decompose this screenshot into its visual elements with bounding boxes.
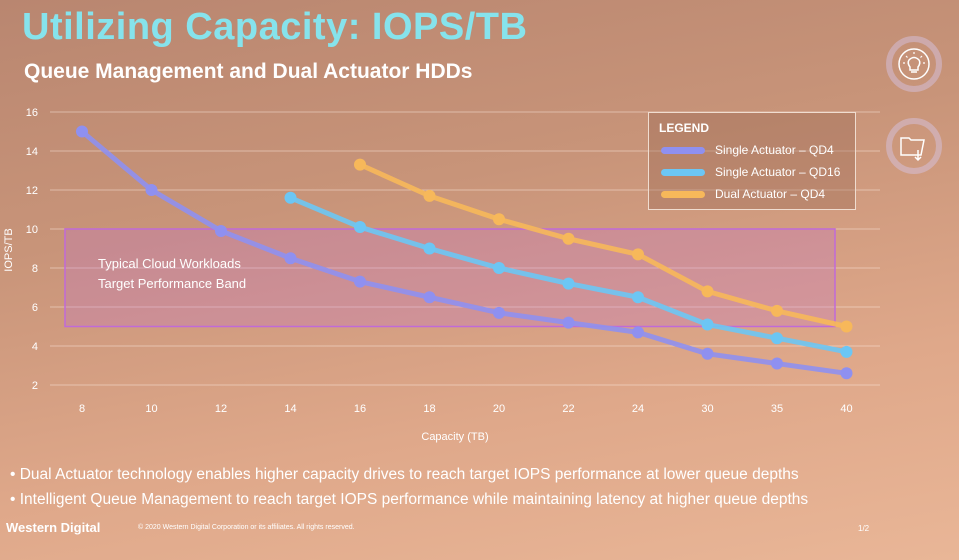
bullet-list: Dual Actuator technology enables higher …: [10, 462, 808, 512]
series-line-0: [79, 129, 849, 376]
band-label-line1: Typical Cloud Workloads: [98, 256, 241, 271]
target-performance-band: [64, 228, 836, 328]
folder-download-button[interactable]: [886, 118, 942, 174]
data-point: [771, 332, 783, 345]
x-tick-label: 40: [840, 403, 852, 415]
x-tick-label: 10: [145, 403, 157, 415]
x-tick-label: 24: [632, 403, 644, 415]
bullet-item: Intelligent Queue Management to reach ta…: [10, 487, 808, 512]
y-axis-label: IOPS/TB: [3, 228, 15, 271]
data-point: [423, 189, 436, 202]
data-point: [701, 347, 714, 360]
slide-subtitle: Queue Management and Dual Actuator HDDs: [24, 60, 473, 83]
legend-swatch: [661, 168, 705, 176]
x-tick-label: 22: [562, 403, 574, 415]
iops-chart: Typical Cloud Workloads Target Performan…: [3, 107, 880, 443]
y-tick-label: 12: [26, 185, 38, 197]
bullet-item: Dual Actuator technology enables higher …: [10, 462, 808, 487]
data-point: [215, 224, 227, 237]
x-tick-label: 16: [354, 403, 366, 415]
data-point: [284, 191, 297, 204]
legend-item-qd4: Single Actuator – QD4: [661, 143, 834, 157]
x-tick-label: 12: [215, 403, 227, 415]
y-tick-label: 4: [32, 341, 38, 353]
data-point: [284, 252, 297, 265]
x-axis-label: Capacity (TB): [421, 431, 488, 443]
x-tick-label: 14: [284, 403, 296, 415]
data-point: [493, 262, 505, 274]
page-number: 1/2: [858, 524, 870, 533]
data-point: [423, 242, 436, 255]
data-point: [632, 291, 644, 304]
legend-title: LEGEND: [659, 121, 710, 135]
data-point: [562, 316, 575, 329]
series-line-2: [357, 162, 849, 329]
legend: LEGEND Single Actuator – QD4 Single Actu…: [648, 112, 856, 210]
y-tick-label: 16: [26, 107, 38, 119]
data-point: [354, 221, 366, 234]
data-point: [771, 357, 783, 370]
data-point: [423, 291, 436, 304]
data-point: [632, 248, 644, 261]
legend-swatch: [661, 190, 705, 198]
band-label-line2: Target Performance Band: [98, 276, 246, 291]
x-tick-label: 18: [423, 403, 435, 415]
data-point: [354, 158, 366, 171]
y-tick-label: 10: [26, 224, 38, 236]
y-tick-label: 6: [32, 302, 38, 314]
data-point: [493, 306, 505, 319]
y-tick-label: 14: [26, 146, 38, 158]
folder-download-icon: [900, 137, 925, 162]
y-tick-label: 8: [32, 263, 38, 275]
data-point: [701, 285, 714, 298]
data-point: [562, 232, 575, 245]
lightbulb-icon: [898, 48, 930, 80]
legend-item-qd16: Single Actuator – QD16: [661, 165, 840, 179]
data-point: [493, 213, 505, 226]
x-tick-label: 8: [79, 403, 85, 415]
legend-label: Single Actuator – QD16: [715, 165, 841, 179]
copyright: © 2020 Western Digital Corporation or it…: [138, 524, 355, 531]
lightbulb-button[interactable]: [886, 36, 942, 92]
x-tick-label: 20: [493, 403, 505, 415]
data-point: [562, 277, 575, 290]
data-point: [840, 367, 853, 380]
data-point: [145, 184, 158, 196]
data-point: [354, 275, 366, 288]
x-tick-label: 30: [701, 403, 713, 415]
data-point: [840, 345, 853, 358]
legend-item-dual: Dual Actuator – QD4: [661, 187, 825, 201]
data-point: [76, 125, 88, 138]
x-tick-label: 35: [771, 403, 783, 415]
western-digital-logo: Western Digital: [6, 520, 101, 535]
data-point: [840, 320, 853, 333]
legend-label: Single Actuator – QD4: [715, 143, 834, 157]
data-point: [771, 304, 783, 317]
legend-label: Dual Actuator – QD4: [715, 187, 826, 201]
y-tick-label: 2: [32, 380, 38, 392]
legend-swatch: [661, 146, 705, 154]
data-point: [632, 326, 644, 339]
data-point: [701, 318, 714, 331]
slide-title: Utilizing Capacity: IOPS/TB: [22, 6, 528, 48]
